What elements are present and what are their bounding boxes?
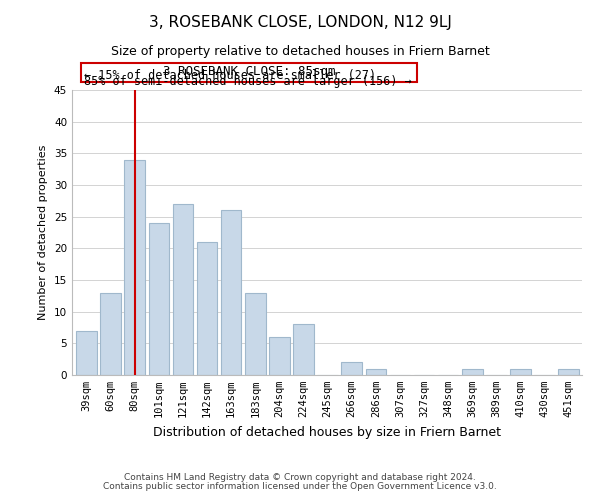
Bar xyxy=(341,362,362,375)
Bar xyxy=(76,330,97,375)
Bar xyxy=(462,368,482,375)
Text: Size of property relative to detached houses in Friern Barnet: Size of property relative to detached ho… xyxy=(110,45,490,58)
Text: Contains HM Land Registry data © Crown copyright and database right 2024.: Contains HM Land Registry data © Crown c… xyxy=(124,474,476,482)
Bar xyxy=(510,368,531,375)
Bar xyxy=(293,324,314,375)
Bar xyxy=(197,242,217,375)
Text: 3 ROSEBANK CLOSE: 85sqm: 3 ROSEBANK CLOSE: 85sqm xyxy=(163,64,335,78)
Y-axis label: Number of detached properties: Number of detached properties xyxy=(38,145,49,320)
Bar xyxy=(173,204,193,375)
Bar xyxy=(149,223,169,375)
Bar xyxy=(221,210,241,375)
X-axis label: Distribution of detached houses by size in Friern Barnet: Distribution of detached houses by size … xyxy=(153,426,501,438)
Text: ← 15% of detached houses are smaller (27): ← 15% of detached houses are smaller (27… xyxy=(84,70,376,82)
Text: 85% of semi-detached houses are larger (156) →: 85% of semi-detached houses are larger (… xyxy=(84,75,412,88)
Bar xyxy=(559,368,579,375)
Bar xyxy=(124,160,145,375)
Text: 3, ROSEBANK CLOSE, LONDON, N12 9LJ: 3, ROSEBANK CLOSE, LONDON, N12 9LJ xyxy=(149,15,451,30)
Bar xyxy=(365,368,386,375)
Bar xyxy=(245,292,266,375)
Bar xyxy=(269,337,290,375)
Text: Contains public sector information licensed under the Open Government Licence v3: Contains public sector information licen… xyxy=(103,482,497,491)
Bar xyxy=(100,292,121,375)
